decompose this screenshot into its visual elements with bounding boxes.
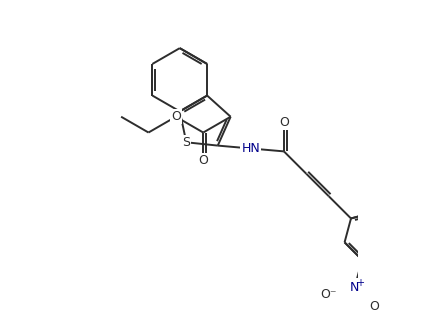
Text: S: S	[183, 136, 191, 149]
Text: O⁻: O⁻	[320, 288, 337, 301]
Text: O: O	[369, 300, 379, 312]
Text: N: N	[350, 281, 359, 294]
Text: O: O	[171, 110, 181, 123]
Text: O: O	[198, 154, 208, 168]
Text: O: O	[279, 116, 289, 129]
Text: HN: HN	[241, 142, 260, 155]
Text: +: +	[356, 278, 364, 288]
